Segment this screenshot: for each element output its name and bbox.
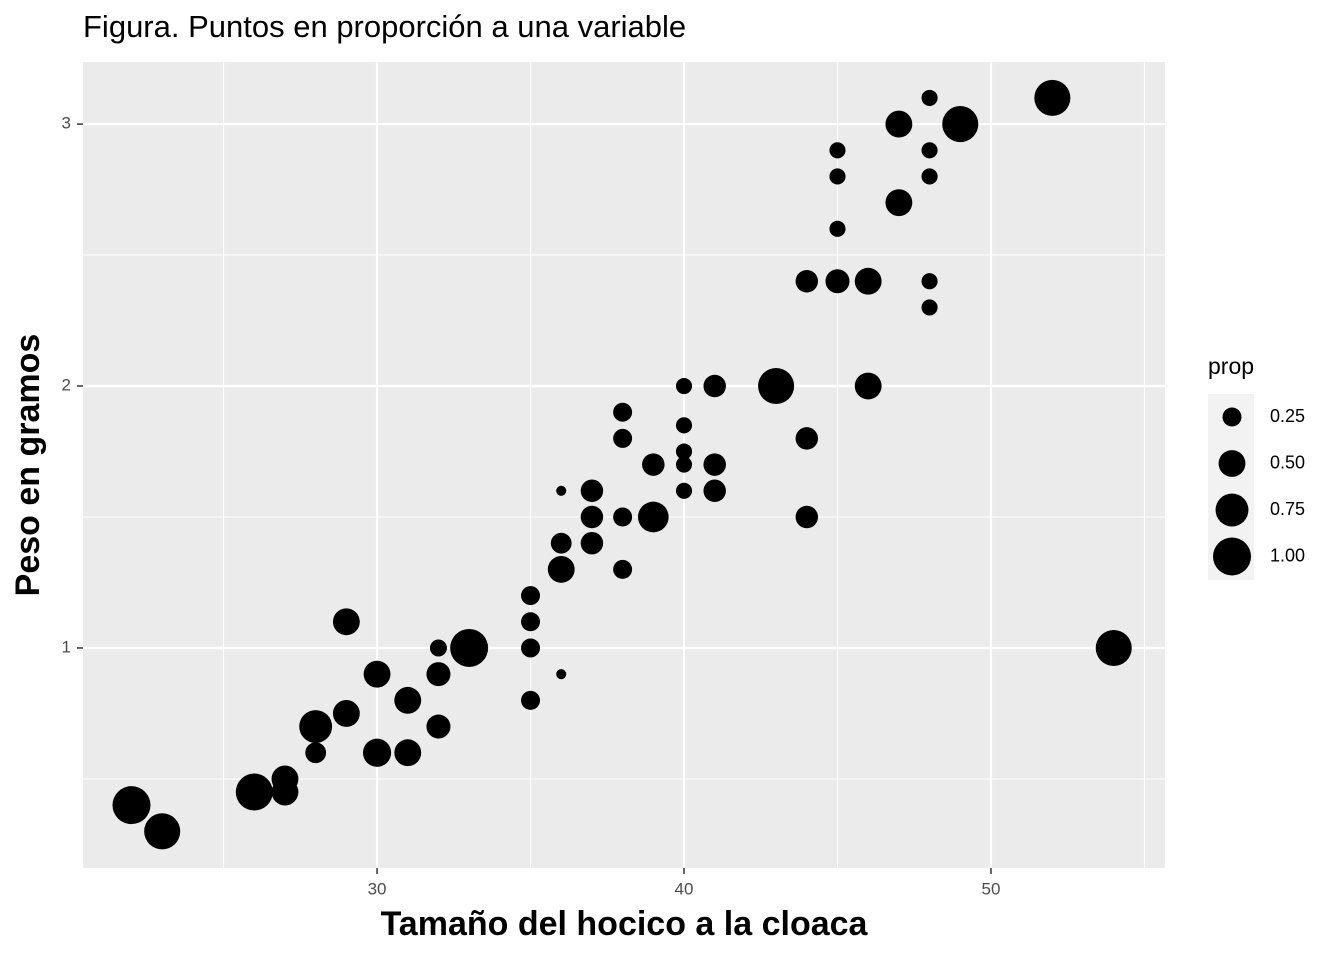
point <box>854 267 882 295</box>
point <box>703 374 726 398</box>
point <box>1095 629 1132 666</box>
point <box>547 555 575 583</box>
y-tick-label: 2 <box>62 376 71 395</box>
chart-title: Figura. Puntos en proporción a una varia… <box>83 9 686 44</box>
point <box>394 686 422 714</box>
point <box>613 402 633 422</box>
point <box>795 505 819 529</box>
point <box>426 714 451 739</box>
legend-label: 1.00 <box>1270 545 1305 565</box>
point <box>829 220 846 237</box>
point <box>703 479 726 503</box>
point <box>144 813 181 850</box>
point <box>580 479 604 503</box>
point <box>429 639 447 657</box>
point <box>521 586 541 606</box>
point <box>921 89 938 106</box>
point <box>885 110 913 138</box>
point <box>556 669 567 680</box>
x-axis-label: Tamaño del hocico a la cloaca <box>381 905 869 943</box>
x-tick-label: 40 <box>675 879 694 898</box>
point <box>521 690 541 710</box>
y-axis-label: Peso en gramos <box>9 334 47 597</box>
point <box>703 453 726 476</box>
point <box>362 738 392 767</box>
point <box>580 505 604 529</box>
legend-title: prop <box>1208 353 1254 379</box>
point <box>305 742 327 764</box>
point <box>394 739 422 767</box>
point <box>675 482 693 499</box>
point <box>613 559 633 579</box>
point <box>550 532 572 554</box>
legend-key <box>1222 407 1242 427</box>
point <box>829 142 846 159</box>
point <box>556 485 567 496</box>
point <box>1034 79 1071 116</box>
point <box>675 456 693 473</box>
point <box>613 507 633 527</box>
point <box>332 700 360 727</box>
point <box>637 501 669 533</box>
point <box>921 168 938 185</box>
point <box>795 427 819 450</box>
point <box>426 662 451 687</box>
legend-label: 0.50 <box>1270 452 1305 472</box>
point <box>758 367 795 405</box>
point <box>613 428 633 448</box>
point <box>885 189 913 217</box>
point <box>112 786 151 825</box>
point <box>332 608 360 636</box>
point <box>642 453 665 476</box>
y-tick-label: 1 <box>62 637 71 656</box>
point <box>921 142 938 159</box>
legend-key <box>1218 450 1246 477</box>
y-tick-label: 3 <box>62 114 71 133</box>
legend-label: 0.25 <box>1270 406 1305 426</box>
point <box>675 377 693 395</box>
point <box>363 660 391 688</box>
point <box>825 269 850 294</box>
point <box>675 417 693 434</box>
point <box>854 372 882 400</box>
legend-label: 0.75 <box>1270 499 1305 519</box>
point <box>299 710 333 744</box>
point <box>795 270 819 293</box>
legend-key <box>1215 493 1249 527</box>
point <box>235 773 273 811</box>
plot-background <box>83 62 1165 868</box>
x-tick-label: 30 <box>368 879 387 898</box>
point <box>271 778 299 806</box>
point <box>921 299 938 316</box>
point <box>942 106 979 143</box>
point <box>580 531 604 555</box>
point <box>675 443 693 460</box>
point <box>829 168 846 185</box>
point <box>521 612 541 632</box>
legend-key <box>1213 537 1251 576</box>
point <box>450 628 489 667</box>
point <box>921 273 938 290</box>
point <box>521 638 541 658</box>
x-tick-label: 50 <box>981 879 1000 898</box>
